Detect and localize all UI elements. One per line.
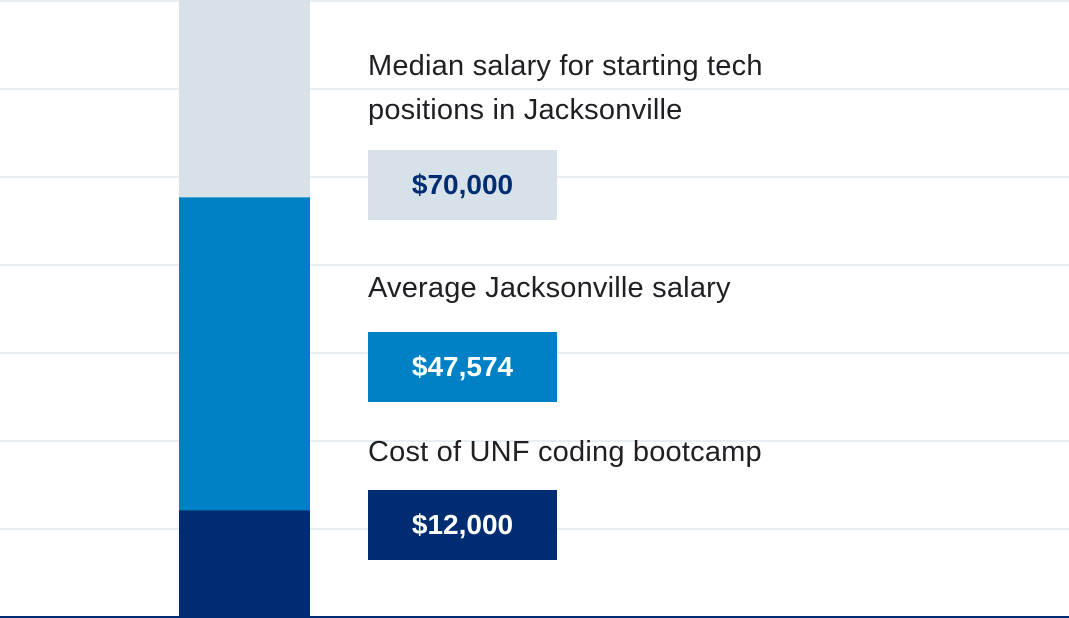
value-label-median-tech-salary: $70,000 [368, 150, 557, 220]
category-label-median-tech-salary: Median salary for starting tech position… [368, 50, 763, 126]
value-label-bootcamp-cost: $12,000 [368, 490, 557, 560]
value-label-average-salary: $47,574 [368, 332, 557, 402]
category-label-average-salary: Average Jacksonville salary [368, 272, 731, 304]
category-label-bootcamp-cost: Cost of UNF coding bootcamp [368, 436, 762, 468]
bar-bootcamp-cost [179, 510, 310, 616]
